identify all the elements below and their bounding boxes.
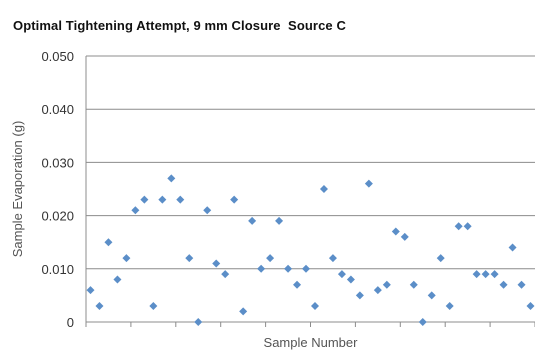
data-point [346,275,355,284]
data-point [284,264,293,273]
data-point [230,195,239,204]
data-point [104,238,113,247]
y-tick-label: 0 [67,315,74,330]
data-point [212,259,221,268]
data-point [355,291,364,300]
data-point [140,195,149,204]
data-point [454,222,463,231]
y-tick-label: 0.050 [41,49,74,64]
data-point [293,280,302,289]
data-point [418,318,427,326]
data-point [373,286,382,295]
data-point [445,302,454,311]
grid-lines [86,55,535,270]
data-point [185,254,194,263]
data-point [463,222,472,231]
data-points [86,174,535,326]
data-point [266,254,275,263]
data-point [508,243,517,252]
data-point [248,216,257,225]
y-tick-label: 0.020 [41,209,74,224]
data-point [391,227,400,236]
data-point [472,270,481,279]
data-point [176,195,185,204]
data-point [149,302,158,311]
y-tick-label: 0.010 [41,262,74,277]
data-point [158,195,167,204]
chart-title: Optimal Tightening Attempt, 9 mm Closure… [13,18,346,33]
data-point [517,280,526,289]
data-point [400,232,409,241]
data-point [194,318,203,326]
data-point [275,216,284,225]
axes [85,56,535,327]
y-tick-label: 0.030 [41,155,74,170]
data-point [113,275,122,284]
x-axis-title: Sample Number [264,335,359,350]
data-point [382,280,391,289]
data-point [337,270,346,279]
data-point [526,302,535,311]
data-point [310,302,319,311]
data-point [436,254,445,263]
data-point [499,280,508,289]
data-point [239,307,248,316]
data-point [131,206,140,215]
y-axis-title: Sample Evaporation (g) [10,121,25,258]
data-point [427,291,436,300]
data-point [122,254,131,263]
y-tick-label: 0.040 [41,102,74,117]
data-point [257,264,266,273]
data-point [319,185,328,193]
y-tick-labels: 0 0.010 0.020 0.030 0.040 0.050 [41,49,74,330]
data-point [481,270,490,279]
data-point [221,270,230,279]
data-point [364,179,373,188]
data-point [302,264,311,273]
data-point [86,286,95,295]
data-point [203,206,212,215]
data-point [95,302,104,311]
data-point [167,174,176,183]
data-point [409,280,418,289]
data-point [490,270,499,279]
data-point [328,254,337,263]
